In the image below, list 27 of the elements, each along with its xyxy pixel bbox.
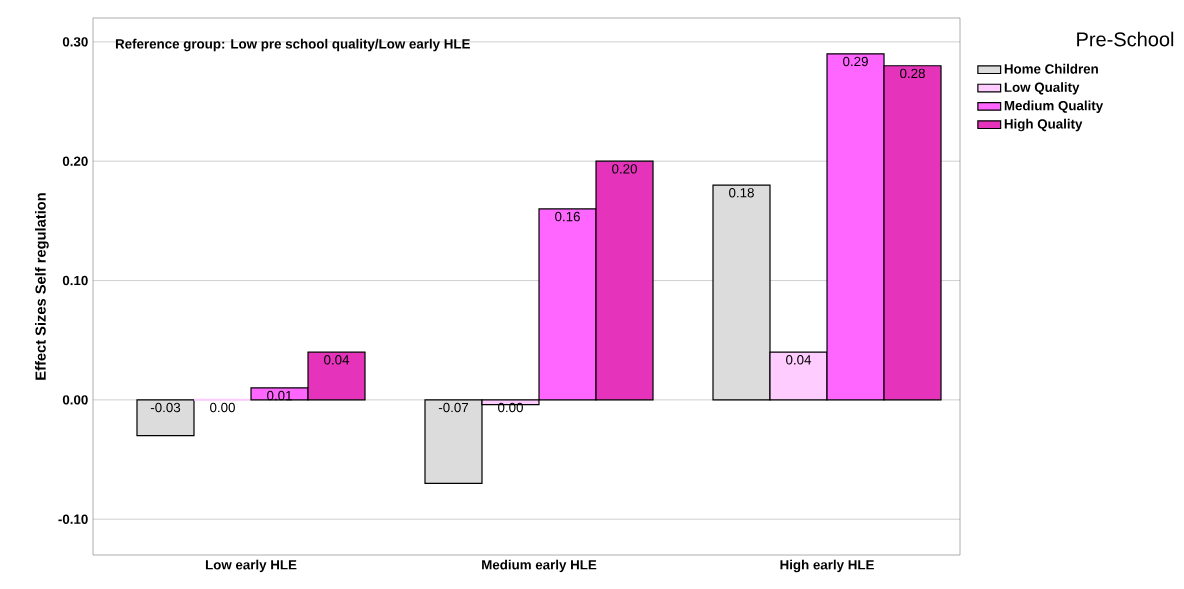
y-tick-label: 0.00 (62, 395, 88, 405)
data-label: 0.04 (786, 355, 812, 365)
data-label: -0.03 (150, 402, 181, 413)
annotation: Reference group: Low pre school quality/Low early HLE (115, 38, 470, 52)
x-tick-label: Low early HLE (205, 559, 297, 573)
legend-label: Low Quality (1004, 82, 1080, 95)
data-label: -0.07 (438, 402, 469, 413)
y-tick-label: 0.30 (62, 37, 88, 47)
legend-label: High Quality (1004, 118, 1083, 132)
legend-label: Medium Quality (1004, 100, 1104, 113)
legend-label: Home Children (1004, 63, 1098, 74)
data-label: 0.16 (555, 211, 580, 222)
y-axis-title: Effect Sizes Self regulation (35, 193, 49, 380)
bar (136, 399, 195, 437)
data-label: 0.29 (843, 56, 868, 67)
x-tick-label: Medium early HLE (482, 559, 597, 573)
legend-title: Pre-School (1077, 31, 1174, 47)
data-label: 0.28 (900, 68, 925, 79)
y-tick-label: 0.20 (62, 156, 88, 166)
data-label: 0.04 (324, 355, 350, 365)
data-label: 0.20 (612, 164, 637, 174)
data-label: 0.01 (267, 390, 292, 401)
y-tick-label: 0.10 (62, 275, 88, 286)
data-label: 0.00 (210, 402, 235, 413)
data-label: 0.18 (729, 188, 754, 198)
x-tick-label: High early HLE (780, 559, 874, 573)
y-tick-label: -0.10 (58, 514, 88, 524)
